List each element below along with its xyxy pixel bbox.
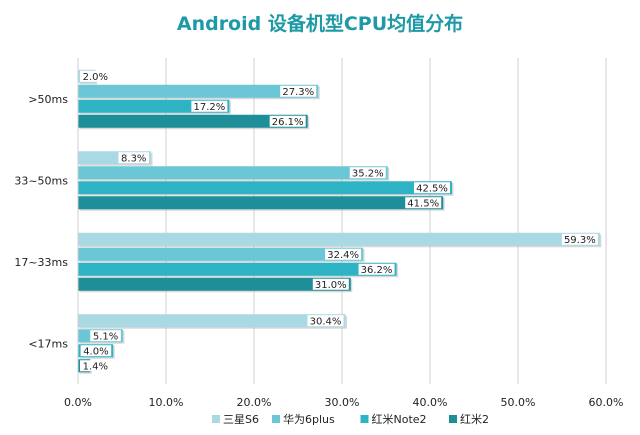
legend-label: 红米2 xyxy=(460,413,489,426)
legend-swatch xyxy=(272,415,280,423)
legend: 三星S6 华为6plus 红米Note2 红米2 xyxy=(212,412,489,426)
data-label: 42.5% xyxy=(416,183,448,194)
chart-title: Android 设备机型CPU均值分布 xyxy=(177,12,463,35)
legend-swatch xyxy=(449,415,457,423)
data-label: 4.0% xyxy=(83,346,108,357)
data-label-box xyxy=(118,152,150,164)
x-tick-label: 40.0% xyxy=(413,396,448,409)
data-label-box xyxy=(358,263,395,275)
bar xyxy=(78,196,444,210)
data-label-box xyxy=(191,100,228,112)
category-label: 17~33ms xyxy=(14,256,68,269)
bar xyxy=(78,247,364,261)
data-label-box xyxy=(349,167,386,179)
data-label: 35.2% xyxy=(352,168,384,179)
legend-label: 红米Note2 xyxy=(372,413,427,426)
bar xyxy=(78,262,397,276)
x-tick-label: 20.0% xyxy=(237,396,272,409)
x-tick-label: 10.0% xyxy=(149,396,184,409)
bar xyxy=(78,232,600,246)
data-label-box xyxy=(325,248,362,260)
data-label-box xyxy=(80,345,112,357)
data-label: 30.4% xyxy=(310,316,342,327)
data-label: 31.0% xyxy=(315,280,347,291)
legend-label: 华为6plus xyxy=(283,412,335,426)
bar xyxy=(78,84,319,98)
legend-swatch xyxy=(360,415,369,423)
data-label: 26.1% xyxy=(272,117,304,128)
data-label-box xyxy=(90,330,121,342)
bar xyxy=(78,314,346,328)
bar-layer: 2.0% 27.3% 17.2% 26.1% 8.3% 35.2% 42.5% 41.5% 59… xyxy=(78,69,602,374)
data-label-box xyxy=(312,278,349,290)
data-label: 2.0% xyxy=(83,72,108,83)
bar xyxy=(78,181,452,195)
bar xyxy=(78,114,308,128)
data-label: 1.4% xyxy=(83,361,108,372)
category-label: >50ms xyxy=(28,93,68,106)
x-tick-label: 50.0% xyxy=(501,396,536,409)
data-label: 8.3% xyxy=(121,153,146,164)
data-label: 27.3% xyxy=(282,87,314,98)
data-label: 36.2% xyxy=(361,265,393,276)
bar xyxy=(78,277,351,291)
category-label: <17ms xyxy=(28,337,68,350)
data-label: 59.3% xyxy=(564,235,596,246)
data-label-box xyxy=(561,233,598,245)
data-label: 32.4% xyxy=(327,250,359,261)
data-label-box xyxy=(414,182,450,194)
legend-swatch xyxy=(212,415,220,423)
axis-layer: 0.0% 10.0% 20.0% 30.0% 40.0% 50.0% 60.0% >50ms 3… xyxy=(14,58,623,409)
bar xyxy=(78,166,388,180)
data-label-box xyxy=(80,70,111,82)
data-label-box xyxy=(269,115,306,127)
category-label: 33~50ms xyxy=(14,174,68,187)
x-tick-label: 30.0% xyxy=(325,396,360,409)
data-label-box xyxy=(280,85,317,97)
data-label: 17.2% xyxy=(193,102,225,113)
data-label-box xyxy=(307,315,344,327)
data-label: 5.1% xyxy=(93,331,118,342)
data-label-box xyxy=(405,197,442,209)
legend-label: 三星S6 xyxy=(223,413,259,426)
data-label-box xyxy=(80,360,111,372)
x-tick-label: 60.0% xyxy=(589,396,624,409)
x-tick-label: 0.0% xyxy=(64,396,92,409)
data-label: 41.5% xyxy=(407,198,439,209)
